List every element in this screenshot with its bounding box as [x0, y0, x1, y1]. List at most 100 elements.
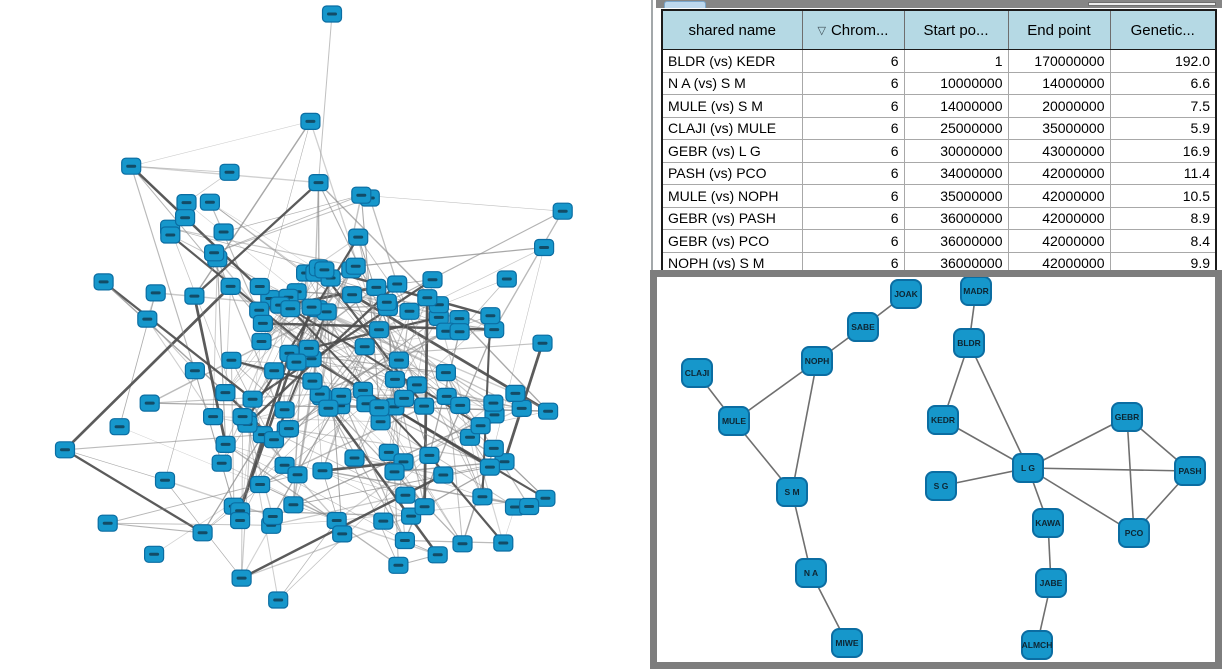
table-row[interactable]: N A (vs) S M 6 10000000 14000000 6.6 — [661, 71, 1217, 95]
network-edge[interactable] — [213, 197, 370, 254]
network-node[interactable] — [249, 277, 270, 296]
overview-network-canvas[interactable] — [0, 0, 650, 669]
node-shape[interactable] — [1021, 630, 1053, 660]
cell-value[interactable]: 6 — [801, 94, 905, 118]
network-node[interactable] — [199, 193, 220, 211]
node-shape[interactable] — [953, 328, 985, 358]
cell-value[interactable]: 10.5 — [1109, 184, 1217, 208]
network-node[interactable] — [121, 157, 142, 175]
network-edge[interactable] — [357, 236, 410, 312]
network-node-mule[interactable]: MULE — [718, 406, 750, 436]
network-node[interactable] — [175, 209, 196, 227]
network-edge[interactable] — [193, 181, 320, 297]
network-node[interactable] — [250, 475, 271, 494]
network-edge[interactable] — [375, 287, 483, 497]
network-node[interactable] — [309, 385, 330, 403]
column-header-chrom-[interactable]: ▽ Chrom... — [801, 9, 905, 50]
network-node[interactable] — [286, 353, 307, 371]
network-edge[interactable] — [493, 210, 564, 330]
network-node[interactable] — [354, 338, 375, 356]
network-node[interactable] — [428, 308, 449, 326]
network-edge-gebr-pco[interactable] — [1126, 416, 1135, 534]
network-node[interactable] — [352, 381, 374, 399]
network-node[interactable] — [345, 257, 366, 275]
cell-shared-name[interactable]: MULE (vs) S M — [661, 94, 803, 118]
network-node[interactable] — [231, 569, 252, 587]
network-node[interactable] — [331, 387, 352, 405]
network-edge[interactable] — [164, 479, 274, 518]
network-node[interactable] — [97, 514, 118, 532]
top-scrollbar-track[interactable] — [656, 0, 1222, 8]
network-node[interactable] — [406, 376, 427, 394]
cell-shared-name[interactable]: CLAJI (vs) MULE — [661, 116, 803, 140]
network-node[interactable] — [483, 439, 504, 457]
network-edge[interactable] — [130, 166, 196, 371]
network-node[interactable] — [215, 435, 236, 453]
network-node[interactable] — [433, 466, 454, 484]
cell-value[interactable]: 25000000 — [903, 116, 1009, 140]
network-edge[interactable] — [320, 395, 439, 556]
network-node[interactable] — [472, 488, 493, 506]
network-node[interactable] — [417, 289, 438, 307]
network-node[interactable] — [414, 498, 435, 516]
cell-value[interactable]: 192.0 — [1109, 49, 1217, 73]
cell-value[interactable]: 30000000 — [903, 139, 1009, 163]
top-scrollbar-thumb[interactable] — [664, 1, 706, 8]
network-node[interactable] — [308, 174, 329, 192]
network-node-kawa[interactable]: KAWA — [1032, 508, 1064, 538]
network-edge[interactable] — [241, 416, 244, 579]
cell-value[interactable]: 42000000 — [1007, 229, 1111, 253]
cell-value[interactable]: 170000000 — [1007, 49, 1111, 73]
network-node[interactable] — [394, 389, 415, 407]
network-node[interactable] — [54, 441, 76, 459]
network-edge[interactable] — [469, 437, 483, 497]
network-node[interactable] — [109, 418, 130, 436]
network-node[interactable] — [414, 397, 435, 415]
node-shape[interactable] — [681, 358, 713, 388]
network-edge[interactable] — [213, 194, 362, 254]
column-header-end-point[interactable]: End point — [1007, 9, 1111, 50]
network-node[interactable] — [505, 384, 526, 402]
network-edge[interactable] — [194, 370, 235, 507]
cell-shared-name[interactable]: MULE (vs) NOPH — [661, 184, 803, 208]
network-node[interactable] — [318, 399, 339, 417]
filter-icon[interactable]: ▽ — [817, 24, 826, 37]
network-edge[interactable] — [361, 194, 563, 212]
cell-value[interactable]: 6 — [801, 184, 905, 208]
network-node-madr[interactable]: MADR — [960, 277, 992, 306]
network-edge[interactable] — [379, 407, 463, 544]
network-node[interactable] — [369, 399, 390, 417]
network-edge[interactable] — [246, 420, 279, 601]
network-node[interactable] — [264, 362, 285, 380]
network-edge[interactable] — [458, 318, 549, 412]
network-node[interactable] — [388, 351, 409, 369]
table-row[interactable]: PASH (vs) PCO 6 34000000 42000000 11.4 — [661, 161, 1217, 185]
cell-value[interactable]: 6 — [801, 71, 905, 95]
cell-value[interactable]: 6 — [801, 229, 905, 253]
network-node[interactable] — [480, 307, 501, 325]
network-node[interactable] — [219, 163, 240, 181]
network-node[interactable] — [366, 278, 387, 296]
table-row[interactable]: GEBR (vs) PCO 6 36000000 42000000 8.4 — [661, 229, 1217, 253]
network-node[interactable] — [342, 286, 363, 304]
network-node-almch[interactable]: ALMCH — [1021, 630, 1053, 660]
network-edge[interactable] — [296, 291, 439, 305]
table-row[interactable]: GEBR (vs) L G 6 30000000 43000000 16.9 — [661, 139, 1217, 163]
network-node[interactable] — [388, 556, 409, 574]
network-edge[interactable] — [102, 281, 254, 401]
column-header-genetic-[interactable]: Genetic... — [1109, 9, 1217, 50]
network-node[interactable] — [252, 314, 273, 332]
cell-value[interactable]: 5.9 — [1109, 116, 1217, 140]
node-shape[interactable] — [1035, 568, 1067, 598]
column-header-start-po-[interactable]: Start po... — [903, 9, 1009, 50]
cell-value[interactable]: 6 — [801, 206, 905, 230]
network-edge[interactable] — [322, 470, 412, 517]
network-edge[interactable] — [225, 443, 399, 566]
network-node-kedr[interactable]: KEDR — [927, 405, 959, 435]
network-edge[interactable] — [380, 421, 516, 508]
network-edge[interactable] — [273, 311, 328, 441]
network-node[interactable] — [204, 244, 225, 262]
cell-value[interactable]: 43000000 — [1007, 139, 1111, 163]
cell-value[interactable]: 8.4 — [1109, 229, 1217, 253]
network-node[interactable] — [511, 399, 532, 417]
